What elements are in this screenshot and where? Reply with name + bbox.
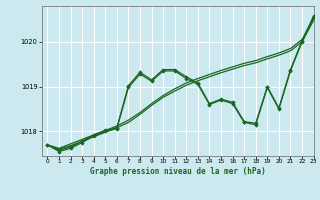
X-axis label: Graphe pression niveau de la mer (hPa): Graphe pression niveau de la mer (hPa) [90, 167, 266, 176]
